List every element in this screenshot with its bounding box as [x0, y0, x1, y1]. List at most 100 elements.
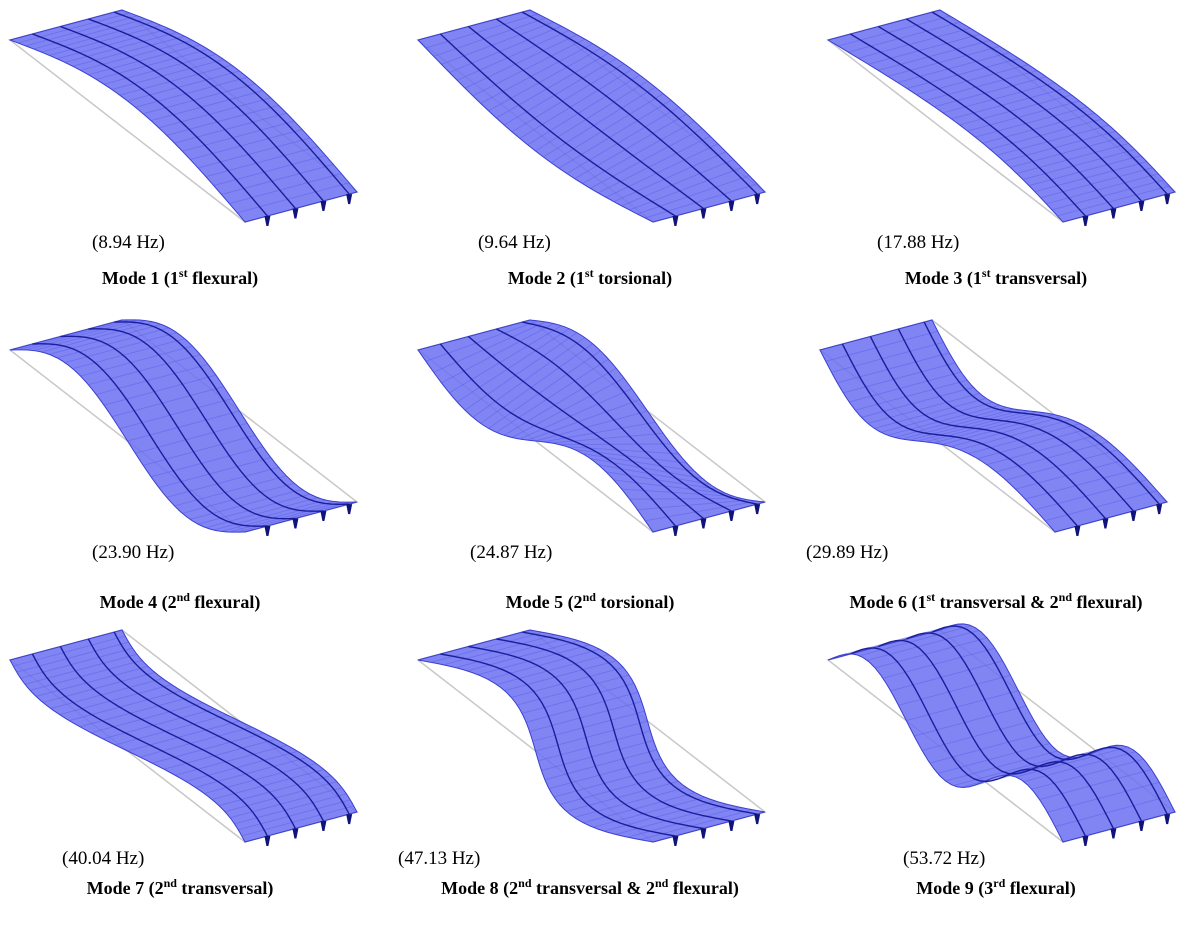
girder-end — [700, 209, 706, 219]
girder-end — [1138, 821, 1144, 831]
label-text: flexural) — [1072, 592, 1142, 612]
deck-mode-shape — [10, 320, 357, 536]
label-text: flexural) — [668, 878, 738, 898]
frequency: (40.04 Hz) — [62, 848, 144, 870]
deck-mode-shape — [10, 10, 357, 226]
girder-end — [320, 511, 326, 521]
label-superscript: st — [982, 266, 991, 280]
label-superscript: nd — [583, 590, 596, 604]
girder-end — [346, 194, 352, 204]
mode-label: Mode 3 (1st transversal) — [905, 266, 1087, 289]
deck-surface — [820, 320, 1167, 532]
label-text: Mode 8 (2 — [441, 878, 518, 898]
label-text: Mode 7 (2 — [87, 878, 164, 898]
mode-shapes — [0, 0, 1195, 934]
girder-end — [264, 526, 270, 536]
deck-mode-shape — [418, 320, 765, 536]
mesh-line — [630, 498, 742, 499]
label-superscript: nd — [655, 876, 668, 890]
girder-end — [1156, 504, 1162, 514]
label-text: flexural) — [1005, 878, 1075, 898]
frequency: (17.88 Hz) — [877, 232, 959, 254]
label-superscript: rd — [993, 876, 1005, 890]
girder-end — [672, 526, 678, 536]
mode-label: Mode 5 (2nd torsional) — [506, 590, 675, 613]
frequency: (23.90 Hz) — [92, 542, 174, 564]
label-text: Mode 9 (3 — [916, 878, 993, 898]
label-text: transversal) — [177, 878, 273, 898]
mode-label: Mode 4 (2nd flexural) — [100, 590, 261, 613]
girder-end — [1082, 216, 1088, 226]
label-superscript: st — [926, 590, 935, 604]
girder-end — [292, 519, 298, 529]
girder-end — [754, 504, 760, 514]
label-superscript: st — [179, 266, 188, 280]
label-text: Mode 3 (1 — [905, 268, 982, 288]
deck-mode-shape — [828, 10, 1175, 226]
girder-end — [264, 836, 270, 846]
frequency: (47.13 Hz) — [398, 848, 480, 870]
label-text: Mode 4 (2 — [100, 592, 177, 612]
frequency: (29.89 Hz) — [806, 542, 888, 564]
girder-end — [320, 201, 326, 211]
mode-label: Mode 6 (1st transversal & 2nd flexural) — [850, 590, 1143, 613]
mode-label: Mode 8 (2nd transversal & 2nd flexural) — [441, 876, 739, 899]
frequency: (9.64 Hz) — [478, 232, 551, 254]
girder-end — [1164, 814, 1170, 824]
girder-end — [1130, 511, 1136, 521]
mode-label: Mode 2 (1st torsional) — [508, 266, 672, 289]
girder-end — [346, 504, 352, 514]
girder-end — [346, 814, 352, 824]
label-text: transversal & 2 — [532, 878, 655, 898]
girder-end — [292, 209, 298, 219]
label-text: torsional) — [594, 268, 673, 288]
mode-label: Mode 9 (3rd flexural) — [916, 876, 1075, 899]
girder-end — [728, 511, 734, 521]
girder-end — [728, 821, 734, 831]
label-superscript: st — [585, 266, 594, 280]
girder-end — [292, 829, 298, 839]
girder-end — [700, 519, 706, 529]
girder-end — [1110, 829, 1116, 839]
girder-end — [1102, 519, 1108, 529]
girder-end — [672, 836, 678, 846]
frequency: (8.94 Hz) — [92, 232, 165, 254]
label-text: Mode 2 (1 — [508, 268, 585, 288]
label-text: Mode 1 (1 — [102, 268, 179, 288]
mode-label: Mode 7 (2nd transversal) — [87, 876, 274, 899]
label-superscript: nd — [1059, 590, 1072, 604]
label-text: Mode 6 (1 — [850, 592, 927, 612]
girder-end — [1074, 526, 1080, 536]
mesh-line — [559, 444, 671, 445]
label-superscript: nd — [518, 876, 531, 890]
label-text: flexural) — [188, 268, 258, 288]
label-text: transversal & 2 — [935, 592, 1058, 612]
deck-surface — [828, 10, 1175, 222]
deck-mode-shape — [820, 320, 1167, 536]
label-superscript: nd — [164, 876, 177, 890]
deck-mode-shape — [10, 630, 357, 846]
mode-label: Mode 1 (1st flexural) — [102, 266, 258, 289]
label-text: Mode 5 (2 — [506, 592, 583, 612]
deck-mode-shape — [418, 10, 765, 226]
frequency: (24.87 Hz) — [470, 542, 552, 564]
girder-end — [700, 829, 706, 839]
girder-end — [754, 814, 760, 824]
girder-end — [264, 216, 270, 226]
deck-mode-shape — [418, 630, 765, 846]
deck-mode-shape — [828, 624, 1175, 846]
girder-end — [1082, 836, 1088, 846]
label-superscript: nd — [177, 590, 190, 604]
girder-end — [754, 194, 760, 204]
label-text: transversal) — [991, 268, 1087, 288]
girder-end — [1110, 209, 1116, 219]
label-text: torsional) — [596, 592, 675, 612]
girder-end — [1138, 201, 1144, 211]
frequency: (53.72 Hz) — [903, 848, 985, 870]
girder-end — [320, 821, 326, 831]
figure: (8.94 Hz)Mode 1 (1st flexural)(9.64 Hz)M… — [0, 0, 1195, 934]
label-text: flexural) — [190, 592, 260, 612]
girder-end — [1164, 194, 1170, 204]
girder-end — [728, 201, 734, 211]
girder-end — [672, 216, 678, 226]
